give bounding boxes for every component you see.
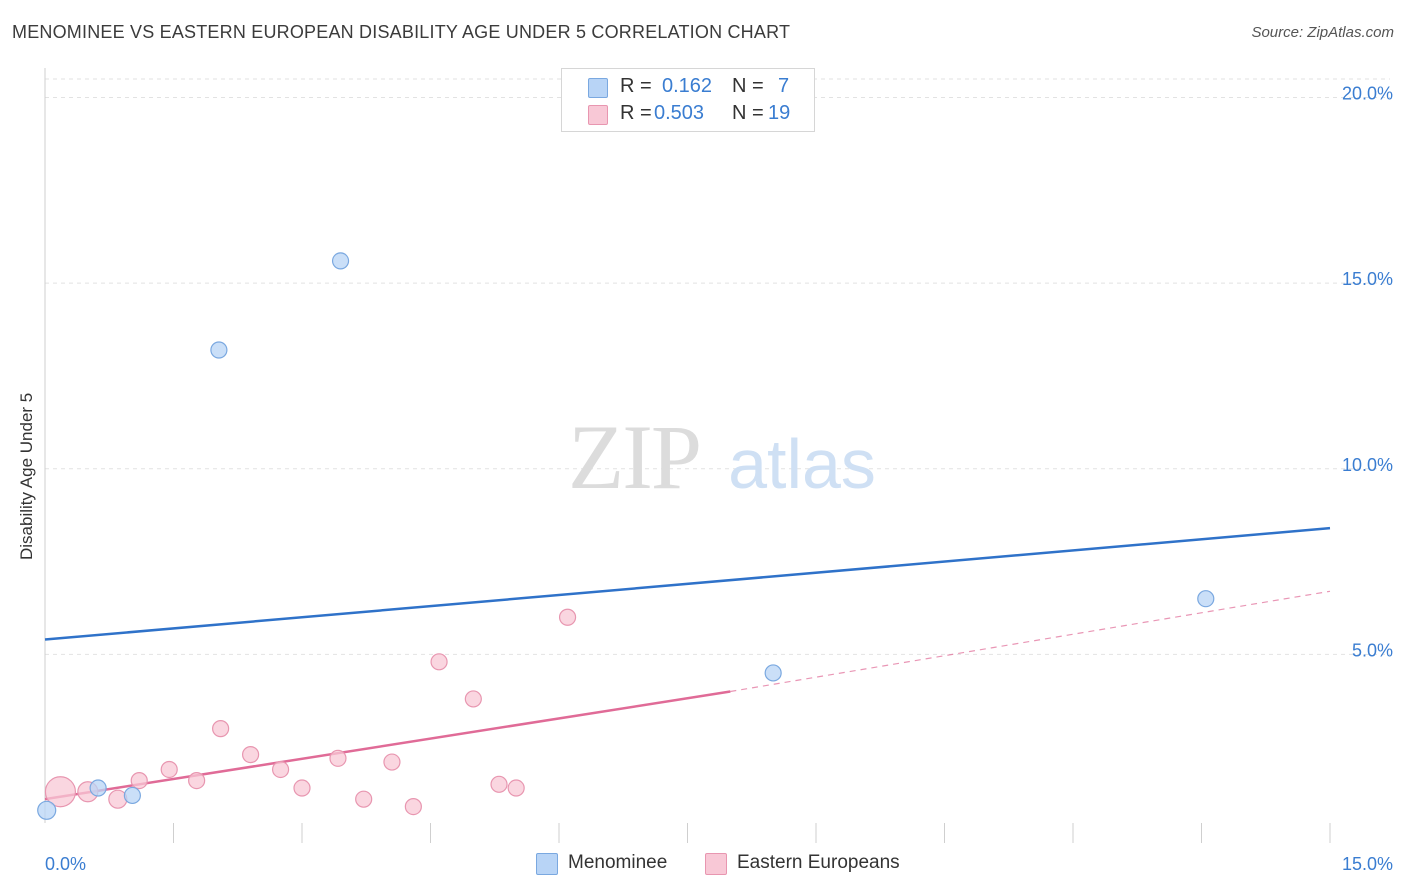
point-eastern-europeans <box>430 653 448 671</box>
legend-r-label: R = <box>620 75 652 97</box>
series-label-menominee: Menominee <box>568 852 668 873</box>
trend-line-eastern-europeans <box>44 690 731 801</box>
points-layer <box>37 252 1215 820</box>
y-tick-label: 15.0% <box>1342 269 1393 289</box>
legend-r-value: 0.162 <box>662 75 713 97</box>
point-menominee <box>123 786 141 805</box>
y-tick-label: 5.0% <box>1352 640 1393 660</box>
legend-n-value: 19 <box>768 102 791 124</box>
point-eastern-europeans <box>404 797 422 816</box>
correlation-legend: R = 0.162 N = 7 R = 0.503 N = 19 <box>561 68 815 132</box>
point-menominee <box>89 779 107 797</box>
point-eastern-europeans <box>293 779 311 797</box>
point-eastern-europeans <box>188 772 206 790</box>
point-menominee <box>1197 590 1215 608</box>
y-tick-label: 20.0% <box>1342 84 1393 104</box>
legend-swatch-menominee <box>588 78 608 98</box>
point-eastern-europeans <box>271 760 290 779</box>
point-eastern-europeans <box>44 776 77 808</box>
point-menominee <box>764 664 782 682</box>
series-legend: Menominee Eastern Europeans <box>0 852 1406 878</box>
trend-line-extension-eastern-europeans <box>730 590 1331 693</box>
point-eastern-europeans <box>490 775 508 793</box>
watermark-atlas: atlas <box>728 425 876 503</box>
point-eastern-europeans <box>212 720 230 738</box>
legend-r-label: R = <box>620 102 652 124</box>
watermark: ZIP atlas <box>568 406 876 508</box>
point-eastern-europeans <box>160 760 178 779</box>
legend-row-menominee: R = 0.162 N = 7 <box>562 75 814 101</box>
series-swatch-menominee <box>536 853 558 875</box>
point-eastern-europeans <box>383 753 401 771</box>
point-eastern-europeans <box>130 772 148 790</box>
point-eastern-europeans <box>558 608 577 626</box>
series-label-eastern-europeans: Eastern Europeans <box>737 852 900 873</box>
legend-n-value: 7 <box>778 75 790 97</box>
legend-n-label: N = <box>732 75 764 97</box>
grid-layer <box>45 78 1390 655</box>
point-eastern-europeans <box>242 746 260 764</box>
series-swatch-eastern-europeans <box>705 853 727 875</box>
point-eastern-europeans <box>507 779 525 797</box>
y-axis-label: Disability Age Under 5 <box>17 392 36 560</box>
point-menominee <box>210 341 228 359</box>
x-tick-label: 15.0% <box>1342 854 1393 874</box>
point-eastern-europeans <box>108 789 128 809</box>
source-label: Source: ZipAtlas.com <box>1251 24 1394 41</box>
point-menominee <box>37 800 57 820</box>
legend-n-label: N = <box>732 102 764 124</box>
y-tick-label: 10.0% <box>1342 455 1393 475</box>
point-eastern-europeans <box>329 749 347 767</box>
point-menominee <box>331 252 350 270</box>
chart-title: MENOMINEE VS EASTERN EUROPEAN DISABILITY… <box>12 22 791 42</box>
legend-swatch-eastern-europeans <box>588 105 608 125</box>
axis-layer <box>44 68 1331 843</box>
legend-row-eastern-europeans: R = 0.503 N = 19 <box>562 102 814 128</box>
legend-r-value: 0.503 <box>654 102 705 124</box>
watermark-zip: ZIP <box>568 406 700 508</box>
point-eastern-europeans <box>355 790 373 808</box>
label-layer: 5.0% 10.0% 15.0% 20.0% 0.0% 15.0% <box>45 84 1393 874</box>
trend-line-menominee <box>44 526 1331 641</box>
x-tick-label: 0.0% <box>45 854 86 874</box>
point-eastern-europeans <box>464 690 482 708</box>
trend-layer <box>44 526 1331 801</box>
